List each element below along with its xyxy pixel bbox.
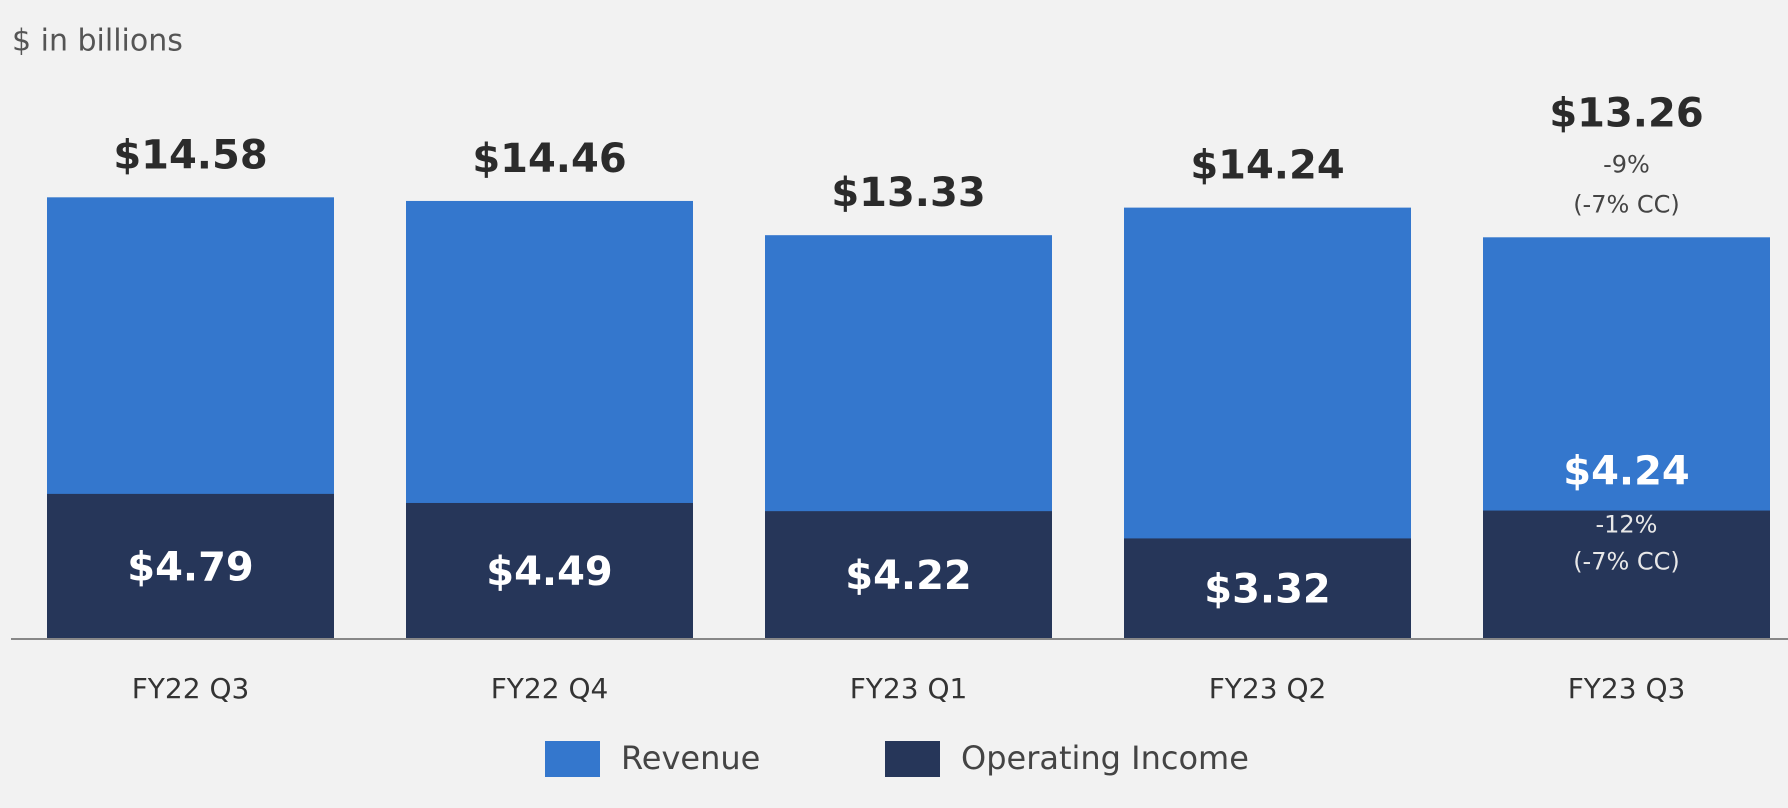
annotation: (-7% CC): [1573, 548, 1680, 576]
annotation: (-7% CC): [1573, 190, 1680, 218]
value-label: $4.22: [845, 553, 972, 599]
x-tick-label: FY22 Q3: [132, 672, 250, 705]
legend-label: Revenue: [621, 739, 760, 777]
x-tick-label: FY22 Q4: [491, 672, 609, 705]
bar: [765, 511, 1052, 639]
value-label: $14.58: [113, 132, 267, 178]
annotation: -9%: [1603, 150, 1650, 178]
x-tick-label: FY23 Q1: [850, 672, 968, 705]
legend-swatch: [545, 741, 600, 777]
value-label: $3.32: [1204, 567, 1331, 613]
bar: [1483, 510, 1770, 639]
value-label: $4.79: [127, 544, 254, 590]
value-label: $14.24: [1190, 143, 1344, 189]
legend-swatch: [885, 741, 940, 777]
annotation: -12%: [1595, 511, 1657, 539]
value-label: $13.26: [1549, 90, 1703, 136]
bar: [47, 493, 334, 639]
legend-label: Operating Income: [961, 739, 1249, 777]
chart-title: $ in billions: [12, 24, 183, 59]
value-label: $13.33: [831, 170, 985, 216]
bar: [1124, 538, 1411, 639]
x-tick-label: FY23 Q3: [1568, 672, 1686, 705]
x-tick-label: FY23 Q2: [1209, 672, 1327, 705]
value-label: $4.49: [486, 549, 613, 595]
value-label: $14.46: [472, 136, 626, 182]
value-label: $4.24: [1563, 449, 1690, 495]
bar: [406, 502, 693, 639]
